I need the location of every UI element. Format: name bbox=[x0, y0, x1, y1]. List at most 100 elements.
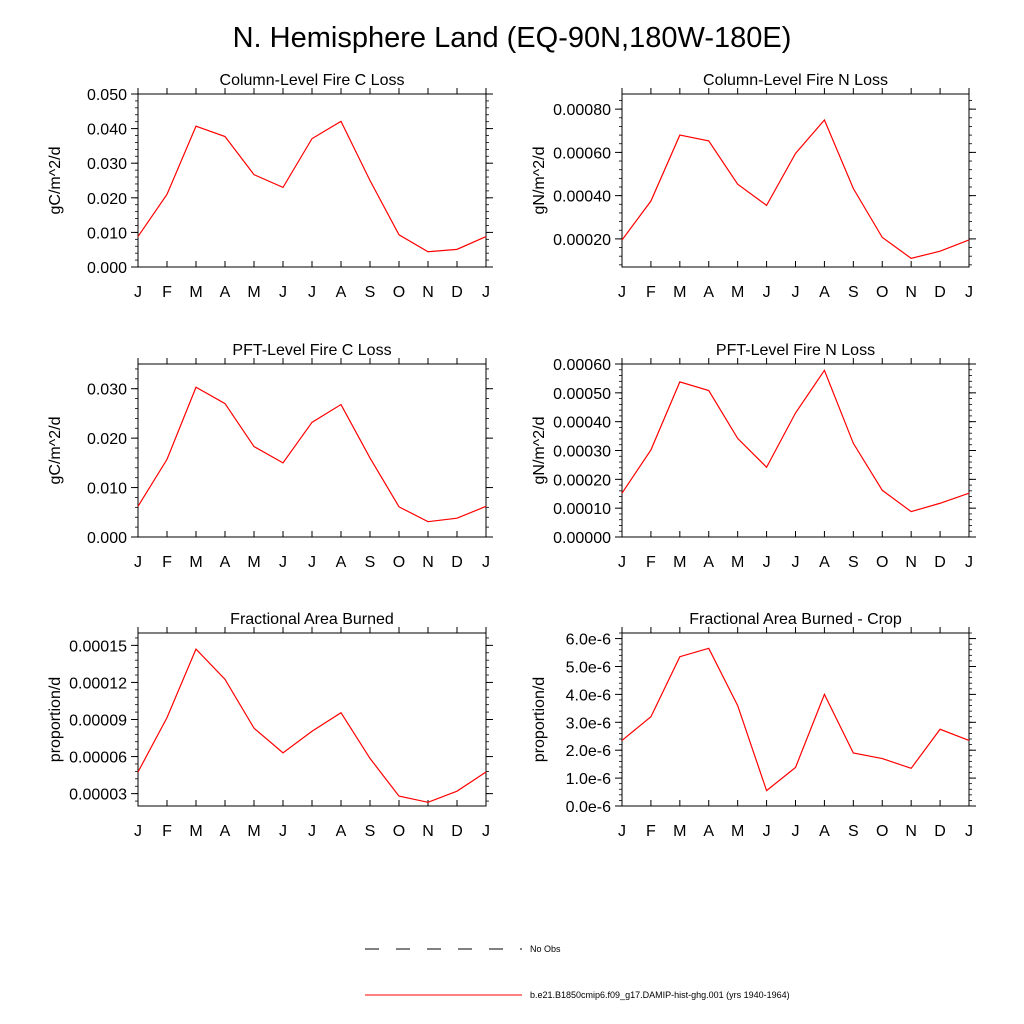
x-tick-label: N bbox=[905, 284, 917, 301]
y-tick-label: 0.010 bbox=[87, 225, 127, 242]
x-tick-label: D bbox=[451, 554, 463, 571]
x-tick-label: J bbox=[763, 554, 771, 571]
x-tick-label: M bbox=[673, 823, 686, 840]
x-tick-label: M bbox=[731, 554, 744, 571]
x-tick-label: A bbox=[819, 554, 830, 571]
x-tick-label: S bbox=[848, 554, 859, 571]
series-line bbox=[137, 647, 487, 803]
plot-frame bbox=[621, 632, 970, 807]
x-tick-label: O bbox=[876, 554, 888, 571]
y-tick-label: 0.00020 bbox=[553, 472, 611, 489]
x-tick-label: J bbox=[134, 284, 142, 301]
x-tick-label: N bbox=[422, 554, 434, 571]
y-tick-label: 0.00012 bbox=[69, 675, 127, 692]
series-line bbox=[621, 369, 970, 513]
y-tick-label: 0.030 bbox=[87, 382, 127, 399]
panel-title: Fractional Area Burned - Crop bbox=[689, 611, 902, 628]
y-tick-label: 0.00080 bbox=[553, 102, 611, 119]
x-tick-label: J bbox=[792, 284, 800, 301]
x-tick-label: A bbox=[220, 284, 231, 301]
x-tick-label: M bbox=[731, 284, 744, 301]
x-tick-label: S bbox=[848, 823, 859, 840]
x-tick-label: A bbox=[703, 554, 714, 571]
x-tick-label: J bbox=[134, 554, 142, 571]
y-tick-label: 3.0e-6 bbox=[566, 715, 611, 732]
y-axis-label: gC/m^2/d bbox=[47, 417, 64, 485]
y-axis-label: proportion/d bbox=[531, 677, 548, 762]
y-tick-label: 0.0e-6 bbox=[566, 799, 611, 816]
x-tick-label: J bbox=[134, 823, 142, 840]
x-tick-label: A bbox=[703, 284, 714, 301]
y-tick-label: 0.000 bbox=[87, 260, 127, 277]
x-tick-label: J bbox=[482, 823, 490, 840]
y-tick-label: 0.00040 bbox=[553, 415, 611, 432]
x-tick-label: J bbox=[965, 823, 973, 840]
figure-title: N. Hemisphere Land (EQ-90N,180W-180E) bbox=[232, 22, 792, 54]
y-tick-label: 0.00020 bbox=[553, 232, 611, 249]
panel-title: Column-Level Fire N Loss bbox=[703, 72, 888, 89]
y-axis-label: gN/m^2/d bbox=[531, 417, 548, 485]
plot-frame bbox=[137, 93, 487, 268]
x-tick-label: A bbox=[819, 823, 830, 840]
y-tick-label: 0.040 bbox=[87, 122, 127, 139]
x-tick-label: J bbox=[792, 823, 800, 840]
y-tick-label: 0.00010 bbox=[553, 501, 611, 518]
y-tick-label: 0.00040 bbox=[553, 189, 611, 206]
plot-frame bbox=[137, 363, 487, 538]
x-tick-label: N bbox=[422, 284, 434, 301]
y-tick-label: 0.00006 bbox=[69, 750, 127, 767]
x-tick-label: J bbox=[618, 554, 626, 571]
x-tick-label: F bbox=[646, 284, 656, 301]
x-tick-label: J bbox=[482, 284, 490, 301]
x-tick-label: S bbox=[365, 823, 376, 840]
x-tick-label: F bbox=[646, 823, 656, 840]
y-axis-label: gC/m^2/d bbox=[47, 147, 64, 215]
x-tick-label: F bbox=[162, 284, 172, 301]
y-tick-label: 5.0e-6 bbox=[566, 659, 611, 676]
x-tick-label: D bbox=[451, 284, 463, 301]
y-tick-label: 0.030 bbox=[87, 156, 127, 173]
x-tick-label: J bbox=[279, 823, 287, 840]
x-tick-label: O bbox=[393, 823, 405, 840]
y-tick-label: 0.00015 bbox=[69, 638, 127, 655]
y-tick-label: 0.000 bbox=[87, 530, 127, 547]
chart-panel-2: J F M A M J J A S O N D J0.000200.000400.000600.0008… bbox=[531, 72, 976, 301]
y-tick-label: 0.00003 bbox=[69, 787, 127, 804]
x-tick-label: M bbox=[673, 554, 686, 571]
y-tick-label: 0.00009 bbox=[69, 713, 127, 730]
x-tick-label: J bbox=[965, 284, 973, 301]
x-tick-label: N bbox=[422, 823, 434, 840]
x-tick-label: J bbox=[763, 284, 771, 301]
series-line bbox=[137, 120, 487, 253]
x-tick-label: M bbox=[247, 284, 260, 301]
x-tick-label: A bbox=[336, 554, 347, 571]
x-tick-label: J bbox=[279, 284, 287, 301]
x-tick-label: N bbox=[905, 554, 917, 571]
x-tick-label: M bbox=[731, 823, 744, 840]
y-tick-label: 0.010 bbox=[87, 481, 127, 498]
series-line bbox=[621, 647, 970, 792]
y-tick-label: 0.00030 bbox=[553, 444, 611, 461]
y-tick-label: 0.00060 bbox=[553, 357, 611, 374]
x-tick-label: A bbox=[220, 823, 231, 840]
x-tick-label: J bbox=[618, 284, 626, 301]
y-tick-label: 6.0e-6 bbox=[566, 632, 611, 649]
x-tick-label: M bbox=[247, 823, 260, 840]
x-tick-label: J bbox=[308, 823, 316, 840]
y-tick-label: 0.020 bbox=[87, 191, 127, 208]
x-tick-label: F bbox=[646, 554, 656, 571]
panel-title: Fractional Area Burned bbox=[230, 611, 394, 628]
x-tick-label: M bbox=[673, 284, 686, 301]
x-tick-label: A bbox=[336, 823, 347, 840]
x-tick-label: J bbox=[792, 554, 800, 571]
chart-panel-5: J F M A M J J A S O N D J0.000030.000060.000090.0001… bbox=[47, 611, 493, 840]
legend-model-label: b.e21.B1850cmip6.f09_g17.DAMIP-hist-ghg.… bbox=[530, 990, 790, 1000]
x-tick-label: F bbox=[162, 823, 172, 840]
legend-no-obs-label: No Obs bbox=[530, 944, 561, 954]
x-tick-label: A bbox=[220, 554, 231, 571]
x-tick-label: O bbox=[393, 554, 405, 571]
panel-title: PFT-Level Fire C Loss bbox=[232, 342, 391, 359]
x-tick-label: D bbox=[451, 823, 463, 840]
panel-title: Column-Level Fire C Loss bbox=[220, 72, 405, 89]
